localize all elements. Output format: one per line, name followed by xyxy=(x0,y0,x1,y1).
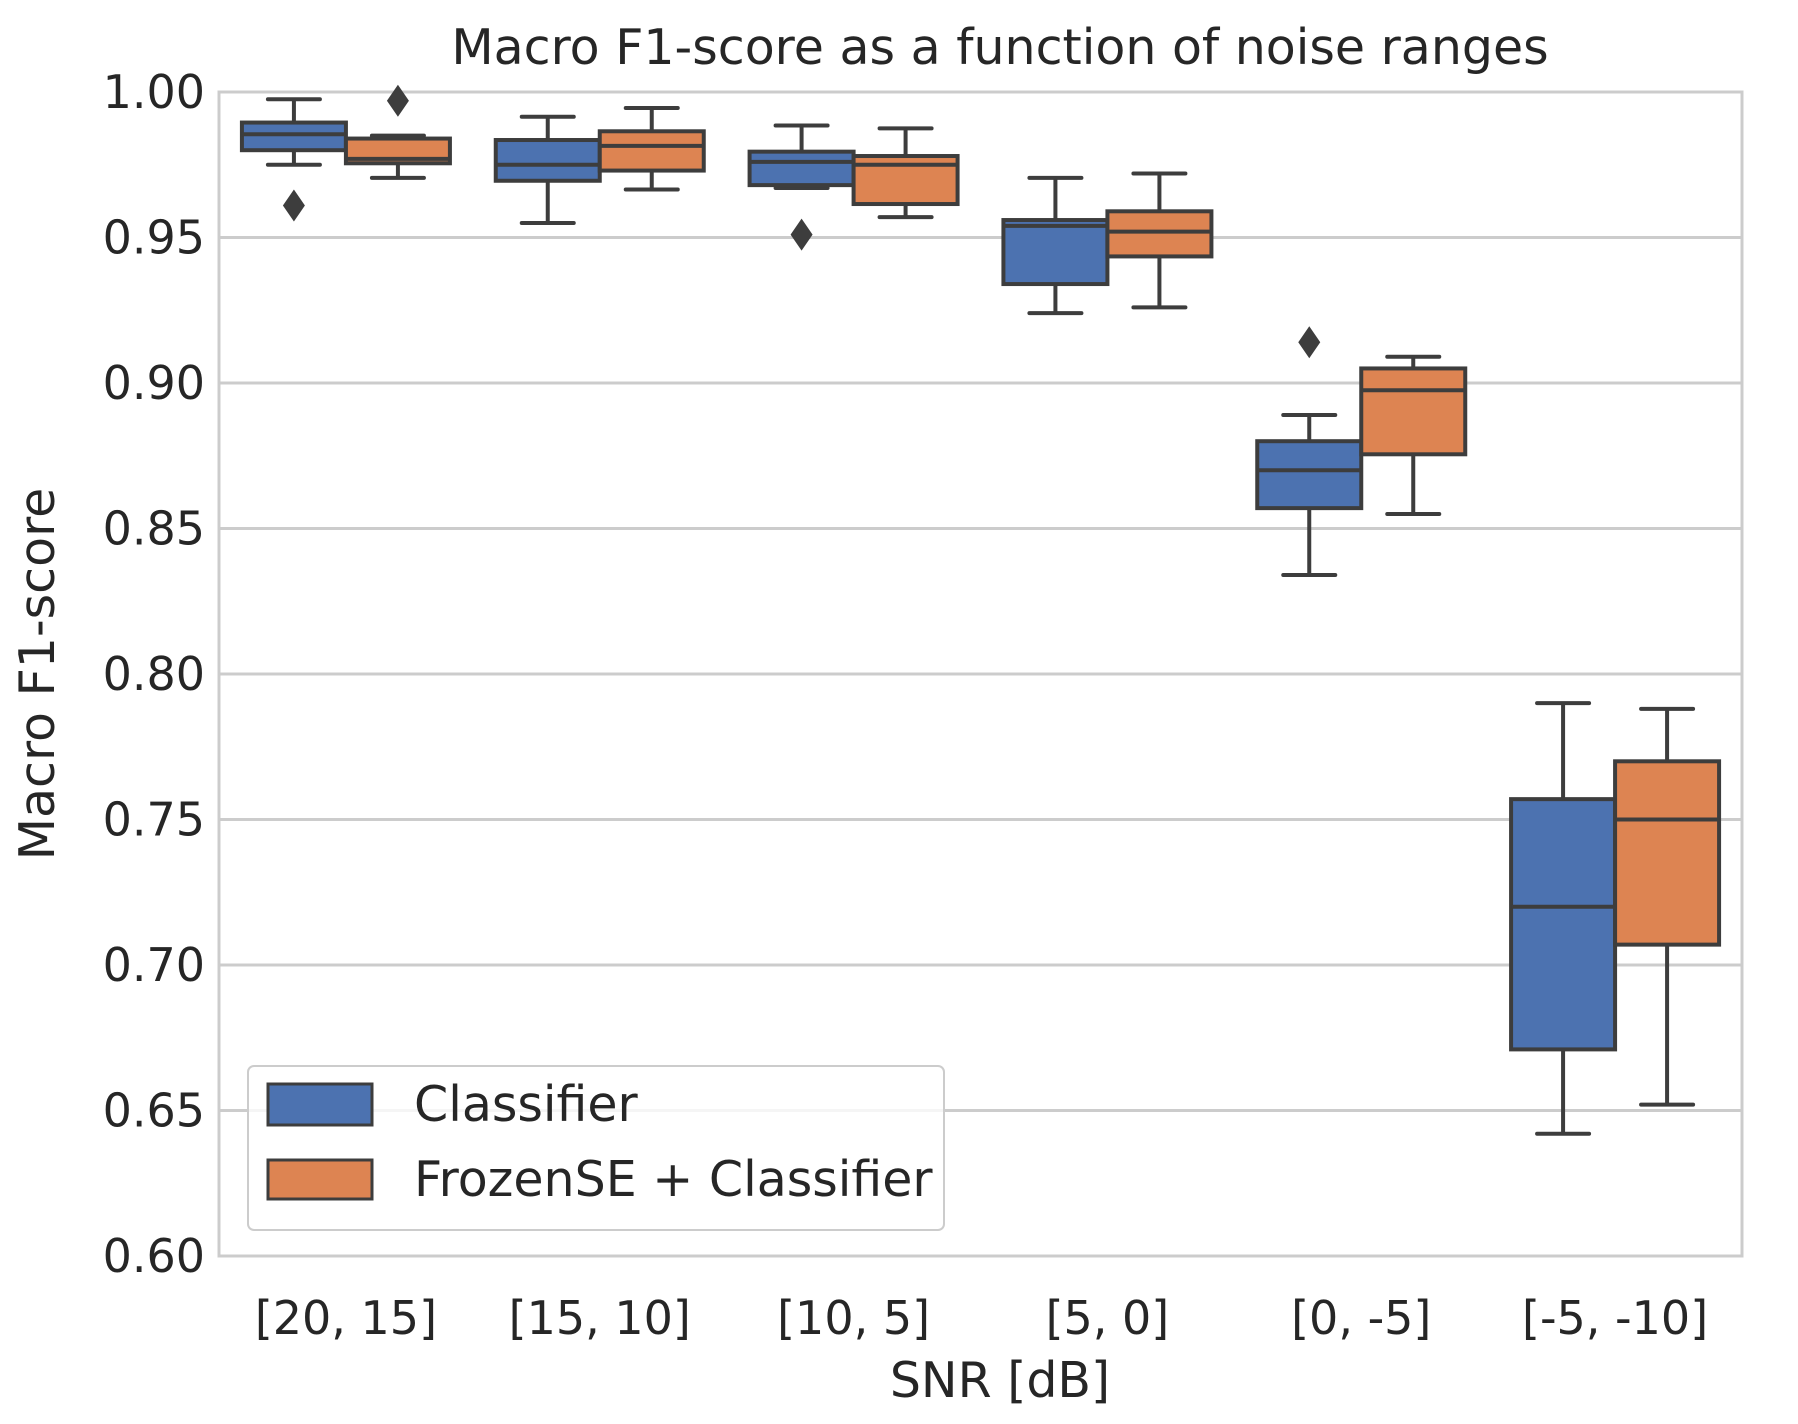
plot-area xyxy=(217,84,1744,1258)
box-frozense-classifier-2 xyxy=(851,126,960,220)
y-tick-label: 0.65 xyxy=(103,1084,205,1138)
y-tick-label: 0.60 xyxy=(103,1229,205,1283)
box-iqr xyxy=(1359,366,1468,457)
x-tick-label: [15, 10] xyxy=(509,1291,691,1345)
outlier-point xyxy=(790,218,813,251)
box-frozense-classifier-3 xyxy=(1105,171,1214,310)
box-frozense-classifier-4 xyxy=(1359,354,1468,516)
legend-label-classifier: Classifier xyxy=(414,1076,639,1133)
outlier-point xyxy=(1298,326,1321,359)
box-classifier-0 xyxy=(239,97,348,222)
box-series xyxy=(239,84,1722,1136)
legend-swatch-classifier xyxy=(266,1082,374,1127)
x-tick-label: [20, 15] xyxy=(255,1291,437,1345)
y-axis-ticks: 0.60 0.65 0.70 0.75 0.80 0.85 0.90 0.95 1.00 xyxy=(103,65,205,1283)
legend: Classifier FrozenSE + Classifier xyxy=(247,1065,945,1231)
y-tick-label: 1.00 xyxy=(103,65,205,119)
y-tick-label: 0.85 xyxy=(103,502,205,556)
box-iqr xyxy=(1255,439,1364,511)
y-axis-label: Macro F1-score xyxy=(9,488,66,861)
x-axis-label: SNR [dB] xyxy=(890,1352,1110,1409)
box-iqr xyxy=(747,149,856,188)
box-frozense-classifier-5 xyxy=(1613,706,1722,1107)
y-tick-label: 0.90 xyxy=(103,356,205,410)
chart-title: Macro F1-score as a function of noise ra… xyxy=(451,19,1548,76)
box-classifier-4 xyxy=(1255,326,1364,578)
y-tick-label: 0.95 xyxy=(103,211,205,265)
x-axis-ticks: [20, 15] [15, 10] [10, 5] [5, 0] [0, -5] [-5,… xyxy=(255,1291,1708,1345)
y-tick-label: 0.75 xyxy=(103,793,205,847)
x-tick-label: [-5, -10] xyxy=(1522,1291,1708,1345)
box-classifier-1 xyxy=(493,114,602,225)
box-frozense-classifier-1 xyxy=(597,106,706,192)
box-iqr xyxy=(239,120,348,153)
box-iqr xyxy=(1105,209,1214,259)
legend-label-frozense-classifier: FrozenSE + Classifier xyxy=(414,1151,933,1208)
box-iqr xyxy=(1001,218,1110,287)
box-iqr xyxy=(597,129,706,173)
box-iqr xyxy=(493,138,602,183)
x-tick-label: [5, 0] xyxy=(1046,1291,1170,1345)
y-tick-label: 0.80 xyxy=(103,647,205,701)
box-iqr xyxy=(1613,759,1722,947)
box-frozense-classifier-0 xyxy=(343,84,452,180)
y-tick-label: 0.70 xyxy=(103,938,205,992)
x-tick-label: [10, 5] xyxy=(777,1291,930,1345)
outlier-point xyxy=(386,84,409,117)
legend-swatch-frozense-classifier xyxy=(266,1158,374,1201)
x-tick-label: [0, -5] xyxy=(1291,1291,1431,1345)
legend-frame xyxy=(247,1065,945,1231)
outlier-point xyxy=(282,189,305,222)
box-iqr xyxy=(1509,797,1618,1052)
